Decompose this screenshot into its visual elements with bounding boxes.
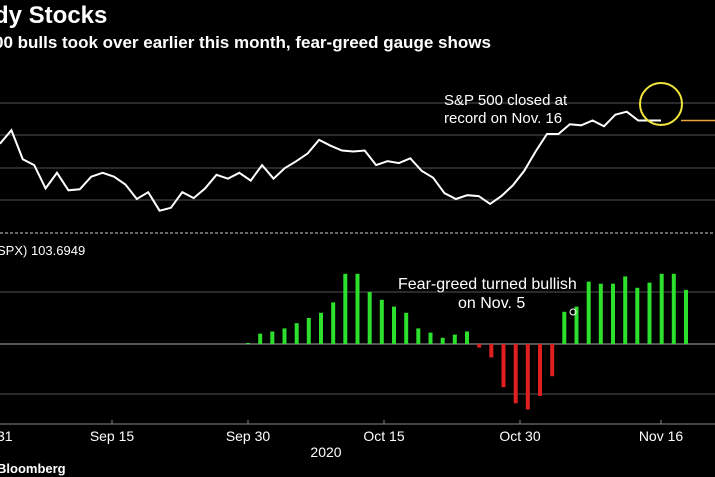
x-year-label: 2020 <box>310 444 341 460</box>
source-label: Bloomberg <box>0 461 66 476</box>
annotation-bullish-line2: on Nov. 5 <box>458 295 525 312</box>
fear-greed-bar <box>598 283 603 344</box>
x-tick-label: Sep 30 <box>226 428 271 444</box>
fear-greed-bar <box>379 299 384 344</box>
sp500-line-series <box>0 110 715 212</box>
fear-greed-bar <box>574 306 579 344</box>
fear-greed-bar <box>489 344 494 358</box>
fear-greed-bar <box>343 273 348 344</box>
fear-greed-bar <box>659 273 664 344</box>
fear-greed-bar <box>452 334 457 344</box>
x-tick-label: Oct 15 <box>363 428 404 444</box>
fear-greed-bar <box>465 331 469 344</box>
fear-greed-bars <box>246 273 688 410</box>
fear-greed-bar <box>331 302 336 344</box>
fear-greed-bar <box>671 273 676 344</box>
fear-greed-bar <box>611 283 615 344</box>
fear-greed-bar <box>428 332 433 344</box>
fear-greed-bar <box>246 343 250 344</box>
fear-greed-bar <box>270 331 275 344</box>
fear-greed-bar <box>501 344 506 388</box>
fear-greed-bar <box>416 328 421 344</box>
chart-subtitle: 00 bulls took over earlier this month, f… <box>0 33 491 52</box>
fear-greed-bar <box>319 312 323 344</box>
fear-greed-bar <box>355 273 360 344</box>
x-tick-label: Nov 16 <box>639 428 684 444</box>
fear-greed-bar <box>404 312 409 344</box>
fear-greed-bar <box>392 306 396 344</box>
fear-greed-bar <box>367 292 372 344</box>
fear-greed-bar <box>586 281 591 344</box>
fear-greed-bar <box>306 318 311 344</box>
fear-greed-bar <box>623 276 628 344</box>
fear-greed-bar <box>538 344 542 396</box>
fear-greed-bar <box>684 289 688 344</box>
x-tick-label: Sep 15 <box>90 428 135 444</box>
annotation-record-line1: S&P 500 closed at <box>444 92 568 109</box>
fear-greed-bar <box>513 344 518 404</box>
chart-title: dy Stocks <box>0 2 108 29</box>
fear-greed-bar <box>294 323 299 344</box>
peak-highlight-circle <box>639 82 683 126</box>
x-tick-label: Oct 30 <box>499 428 540 444</box>
x-tick-label: 31 <box>0 428 13 444</box>
fear-greed-bar <box>440 337 445 344</box>
fear-greed-bar <box>258 333 263 344</box>
sp500-line <box>0 110 661 212</box>
fear-greed-bar <box>635 287 640 344</box>
bullish-marker <box>569 308 577 316</box>
fear-greed-bar <box>282 328 287 344</box>
fear-greed-bar <box>550 344 555 377</box>
fear-greed-bar <box>647 282 652 344</box>
annotation-record-line2: record on Nov. 16 <box>444 110 562 127</box>
spx-label: SPX) 103.6949 <box>0 243 85 258</box>
fear-greed-bar <box>525 344 530 410</box>
fear-greed-bar <box>562 311 567 344</box>
fear-greed-bar <box>477 344 482 348</box>
annotation-bullish-line1: Fear-greed turned bullish <box>398 276 577 293</box>
